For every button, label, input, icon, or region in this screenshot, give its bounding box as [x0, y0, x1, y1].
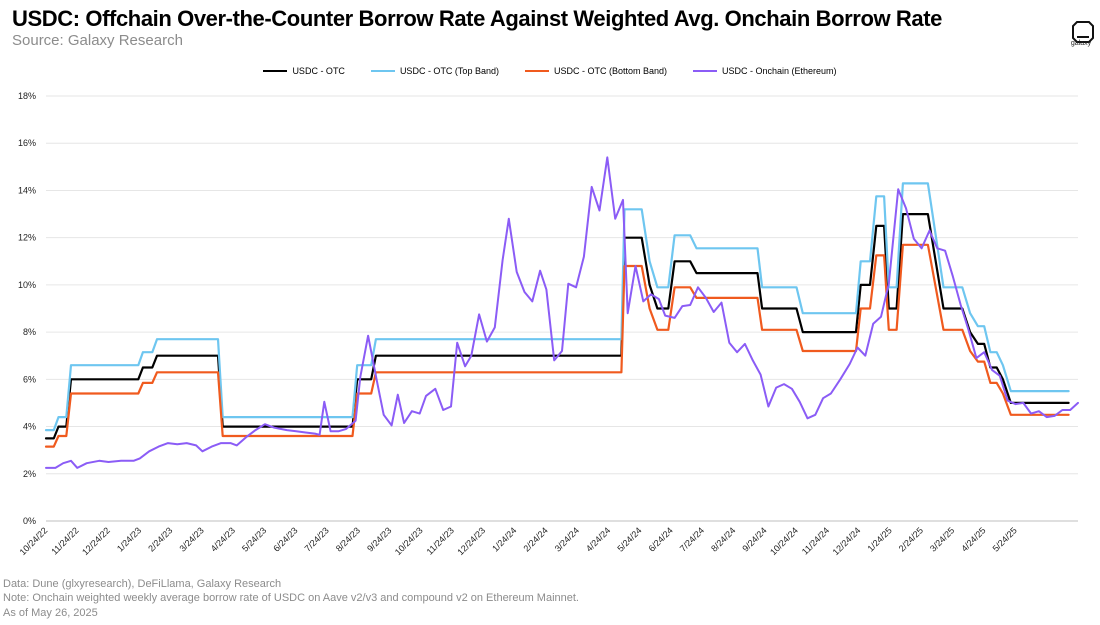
- x-tick-label: 1/24/24: [490, 525, 518, 553]
- x-tick-label: 7/24/23: [303, 525, 331, 553]
- x-tick-label: 5/24/23: [240, 525, 268, 553]
- series-line-3: [45, 156, 1079, 469]
- chart-footer: Data: Dune (glxyresearch), DeFiLlama, Ga…: [3, 577, 579, 620]
- y-tick-label: 16%: [18, 138, 36, 148]
- y-tick-label: 18%: [18, 91, 36, 101]
- x-tick-label: 4/24/25: [959, 525, 987, 553]
- x-tick-label: 1/24/25: [865, 525, 893, 553]
- y-tick-label: 12%: [18, 233, 36, 243]
- x-tick-label: 9/24/23: [365, 525, 393, 553]
- logo-wordmark: galaxy: [1070, 40, 1092, 47]
- footer-data-source: Data: Dune (glxyresearch), DeFiLlama, Ga…: [3, 578, 282, 590]
- y-tick-label: 10%: [18, 280, 36, 290]
- x-tick-label: 12/24/22: [80, 525, 112, 557]
- x-tick-label: 4/24/23: [209, 525, 237, 553]
- x-tick-label: 9/24/24: [740, 525, 768, 553]
- series-line-2: [44, 243, 1070, 448]
- legend-label-onchain: USDC - Onchain (Ethereum): [722, 66, 837, 76]
- galaxy-logo-icon: [1072, 21, 1094, 43]
- legend-swatch-bottom-band: [524, 69, 549, 73]
- x-tick-label: 12/24/23: [455, 525, 487, 557]
- x-tick-label: 12/24/24: [831, 525, 863, 557]
- x-tick-label: 3/24/24: [553, 525, 581, 553]
- y-tick-label: 6%: [23, 374, 36, 384]
- legend-swatch-top-band: [370, 69, 395, 73]
- chart-legend: USDC - OTC USDC - OTC (Top Band) USDC - …: [0, 66, 1100, 76]
- x-tick-label: 3/24/25: [928, 525, 956, 553]
- x-tick-label: 3/24/23: [177, 525, 205, 553]
- x-tick-label: 1/24/23: [115, 525, 143, 553]
- x-tick-label: 10/24/22: [18, 525, 50, 557]
- footer-date: As of May 26, 2025: [3, 606, 98, 619]
- x-tick-label: 8/24/23: [334, 525, 362, 553]
- x-tick-label: 4/24/24: [584, 525, 612, 553]
- y-tick-label: 2%: [23, 469, 36, 479]
- y-tick-label: 4%: [23, 422, 36, 432]
- x-tick-label: 6/24/24: [647, 525, 675, 553]
- y-tick-label: 8%: [23, 327, 36, 337]
- x-tick-label: 2/24/25: [897, 525, 925, 553]
- legend-label-otc: USDC - OTC: [292, 66, 345, 76]
- x-tick-label: 5/24/25: [991, 525, 1019, 553]
- x-tick-label: 2/24/24: [521, 525, 549, 553]
- y-tick-label: 14%: [18, 185, 36, 195]
- footer-note: Note: Onchain weighted weekly average bo…: [3, 592, 579, 605]
- x-tick-label: 7/24/24: [678, 525, 706, 553]
- legend-item-bottom-band: USDC - OTC (Bottom Band): [524, 66, 667, 76]
- series-line-0: [44, 213, 1070, 440]
- chart-title: USDC: Offchain Over-the-Counter Borrow R…: [12, 6, 943, 31]
- x-tick-label: 11/24/23: [425, 525, 456, 556]
- series-line-1: [44, 182, 1070, 432]
- x-tick-label: 10/24/23: [393, 525, 425, 557]
- x-tick-label: 10/24/24: [768, 525, 800, 557]
- chart-subtitle: Source: Galaxy Research: [12, 32, 183, 49]
- x-tick-label: 11/24/24: [800, 525, 831, 556]
- legend-label-top-band: USDC - OTC (Top Band): [399, 66, 499, 76]
- legend-item-otc: USDC - OTC: [263, 66, 345, 76]
- y-tick-label: 0%: [23, 516, 36, 526]
- x-tick-label: 11/24/22: [49, 525, 80, 556]
- legend-item-onchain: USDC - Onchain (Ethereum): [693, 66, 837, 76]
- x-tick-label: 5/24/24: [615, 525, 643, 553]
- legend-label-bottom-band: USDC - OTC (Bottom Band): [553, 66, 667, 76]
- x-tick-label: 6/24/23: [271, 525, 299, 553]
- legend-swatch-onchain: [693, 69, 717, 73]
- x-tick-label: 8/24/24: [709, 525, 737, 553]
- legend-swatch-otc: [263, 69, 288, 73]
- legend-item-top-band: USDC - OTC (Top Band): [370, 66, 499, 76]
- x-tick-label: 2/24/23: [146, 525, 174, 553]
